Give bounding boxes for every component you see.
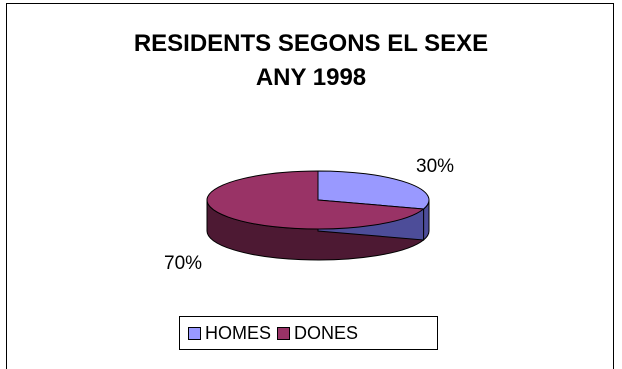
data-label-dones: 70% [164,253,203,274]
legend-item-homes: HOMES [188,323,271,344]
pie-slice-homes [317,170,430,210]
data-label-homes: 30% [416,156,455,177]
legend-swatch-homes [188,326,201,340]
legend-label-homes: HOMES [205,322,272,343]
legend: HOMES DONES [179,316,438,350]
pie-slice-dones [206,170,425,230]
legend-swatch-dones [277,326,291,340]
chart-title: RESIDENTS SEGONS EL SEXE [133,30,489,57]
legend-item-dones: DONES [277,323,358,344]
legend-label-dones: DONES [294,322,359,343]
chart-subtitle: ANY 1998 [255,64,367,91]
